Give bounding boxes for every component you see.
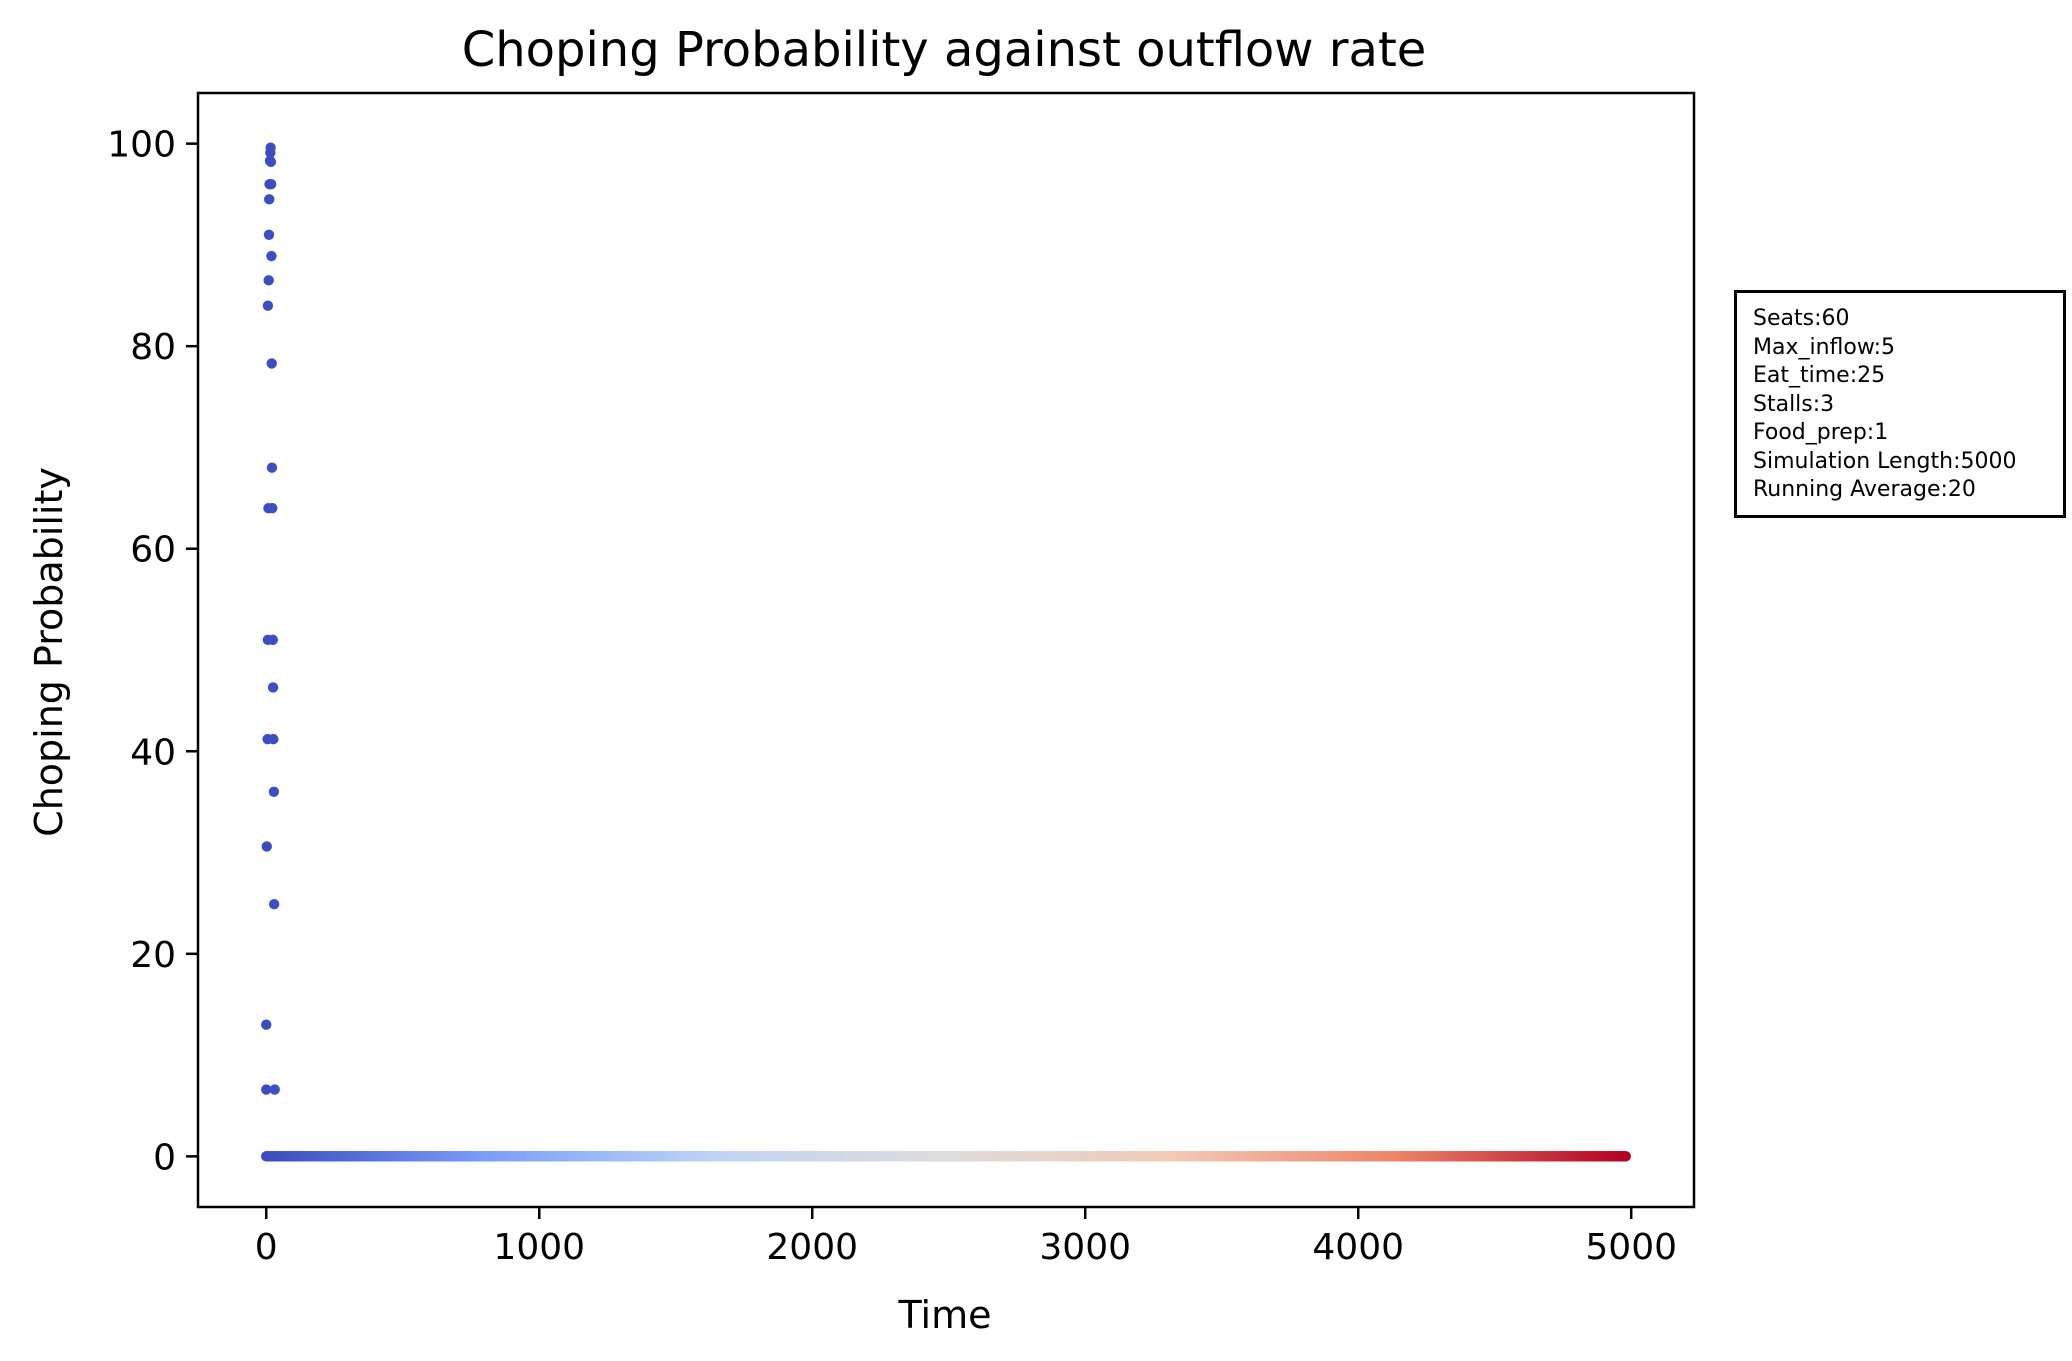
y-tick-label: 100 bbox=[107, 125, 176, 166]
y-axis-ticks: 0 20 40 60 80 100 bbox=[107, 125, 198, 1178]
x-tick-label: 4000 bbox=[1312, 1227, 1404, 1268]
param-stalls: Stalls:3 bbox=[1753, 391, 1835, 417]
scatter-point bbox=[262, 300, 274, 311]
parameters-legend-box: Seats:60 Max_inflow:5 Eat_time:25 Stalls… bbox=[1734, 290, 2066, 518]
x-tick-label: 5000 bbox=[1585, 1227, 1677, 1268]
chart-title: Choping Probability against outflow rate bbox=[462, 22, 1427, 78]
param-food-prep: Food_prep:1 bbox=[1753, 420, 1889, 445]
scatter-point bbox=[269, 1084, 280, 1095]
x-tick-label: 0 bbox=[255, 1227, 278, 1268]
param-simulation-length: Simulation Length:5000 bbox=[1753, 448, 2017, 474]
param-running-average: Running Average:20 bbox=[1753, 477, 1976, 502]
scatter-point bbox=[268, 786, 280, 797]
scatter-point bbox=[265, 156, 277, 168]
y-tick-label: 40 bbox=[130, 732, 176, 773]
y-tick-label: 0 bbox=[153, 1137, 176, 1178]
param-eat-time: Eat_time:25 bbox=[1753, 363, 1886, 388]
scatter-point bbox=[265, 142, 276, 153]
x-tick-label: 2000 bbox=[766, 1227, 858, 1268]
scatter-point bbox=[263, 275, 274, 286]
scatter-points bbox=[261, 142, 1631, 1162]
scatter-point bbox=[261, 841, 272, 852]
y-tick-label: 80 bbox=[130, 327, 176, 368]
scatter-point bbox=[265, 178, 277, 190]
scatter-point bbox=[263, 229, 275, 240]
y-tick-label: 60 bbox=[130, 530, 176, 571]
scatter-point bbox=[268, 898, 280, 910]
scatter-point bbox=[268, 733, 279, 745]
plot-area-frame bbox=[196, 91, 1696, 1209]
y-tick-label: 20 bbox=[130, 935, 176, 976]
scatter-point bbox=[264, 194, 275, 205]
x-axis-label: Time bbox=[898, 1293, 992, 1337]
scatter-point bbox=[261, 1084, 272, 1095]
scatter-point bbox=[266, 462, 278, 473]
scatter-point bbox=[267, 503, 278, 514]
y-axis-label: Choping Probability bbox=[27, 467, 71, 837]
scatter-point bbox=[267, 634, 278, 646]
scatter-point bbox=[266, 250, 277, 262]
x-axis-ticks: 0 1000 2000 3000 4000 5000 bbox=[255, 1207, 1677, 1268]
x-tick-label: 3000 bbox=[1039, 1227, 1131, 1268]
scatter-point bbox=[1620, 1151, 1631, 1162]
scatter-point bbox=[261, 1019, 272, 1030]
param-seats: Seats:60 bbox=[1753, 306, 1850, 331]
scatter-point bbox=[267, 682, 279, 693]
x-tick-label: 1000 bbox=[493, 1227, 585, 1268]
scatter-point bbox=[266, 358, 277, 369]
param-max-inflow: Max_inflow:5 bbox=[1753, 334, 1896, 360]
